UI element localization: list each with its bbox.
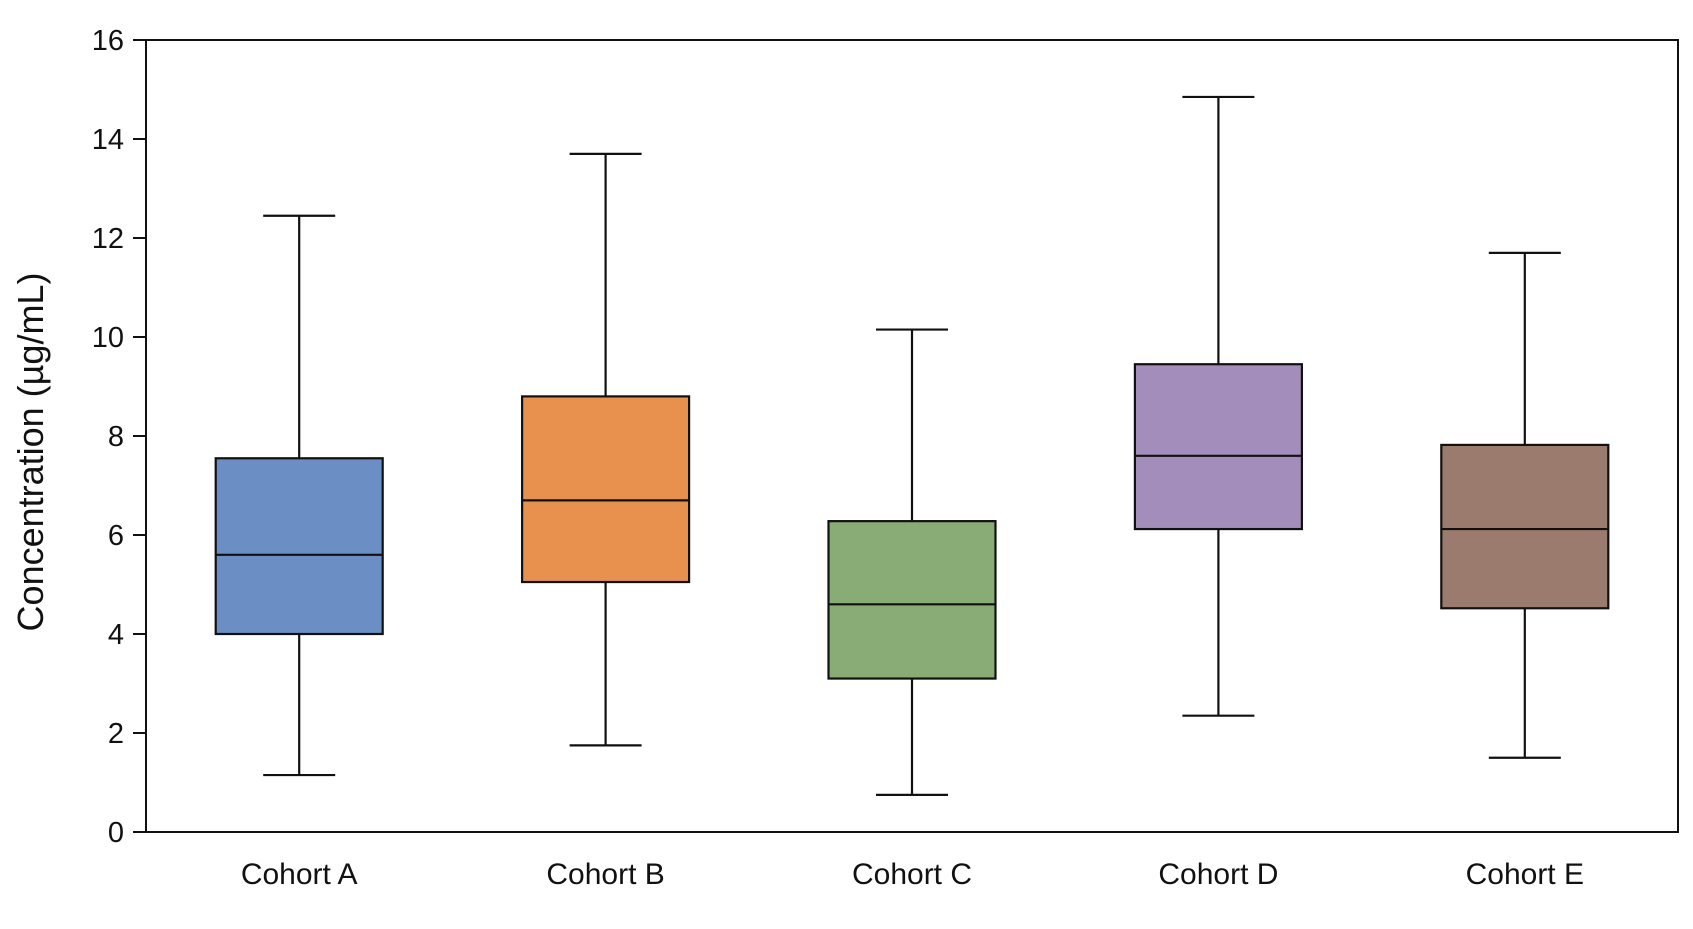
iqr-box bbox=[1133, 363, 1303, 531]
box-cohort-a bbox=[214, 214, 384, 777]
iqr-box bbox=[827, 520, 997, 680]
iqr-box bbox=[214, 457, 384, 636]
box-cohort-b bbox=[521, 152, 691, 747]
y-tick-label: 12 bbox=[92, 223, 124, 255]
x-category-label: Cohort E bbox=[1466, 858, 1584, 891]
y-tick-label: 8 bbox=[108, 421, 124, 453]
y-tick-label: 16 bbox=[92, 25, 124, 57]
axis-labels: 0 2 4 6 8 10 12 14 16 Cohort A Cohort B Cohort C Coh… bbox=[92, 25, 1584, 891]
y-tick-label: 6 bbox=[108, 520, 124, 552]
x-category-label: Cohort D bbox=[1158, 858, 1278, 891]
x-category-label: Cohort A bbox=[241, 858, 358, 891]
box-series bbox=[214, 95, 1610, 796]
box-cohort-e bbox=[1440, 251, 1610, 759]
y-tick-label: 2 bbox=[108, 718, 124, 750]
y-tick-label: 10 bbox=[92, 322, 124, 354]
y-tick-label: 4 bbox=[108, 619, 124, 651]
x-category-label: Cohort C bbox=[852, 858, 972, 891]
axes bbox=[133, 39, 1679, 833]
box-cohort-d bbox=[1133, 95, 1303, 717]
y-tick-label: 14 bbox=[92, 124, 124, 156]
iqr-box bbox=[521, 395, 691, 584]
box-cohort-c bbox=[827, 328, 997, 796]
y-axis-title: Concentration (µg/mL) bbox=[10, 273, 51, 632]
y-tick-label: 0 bbox=[108, 817, 124, 849]
iqr-box bbox=[1440, 443, 1610, 610]
x-category-label: Cohort B bbox=[546, 858, 664, 891]
